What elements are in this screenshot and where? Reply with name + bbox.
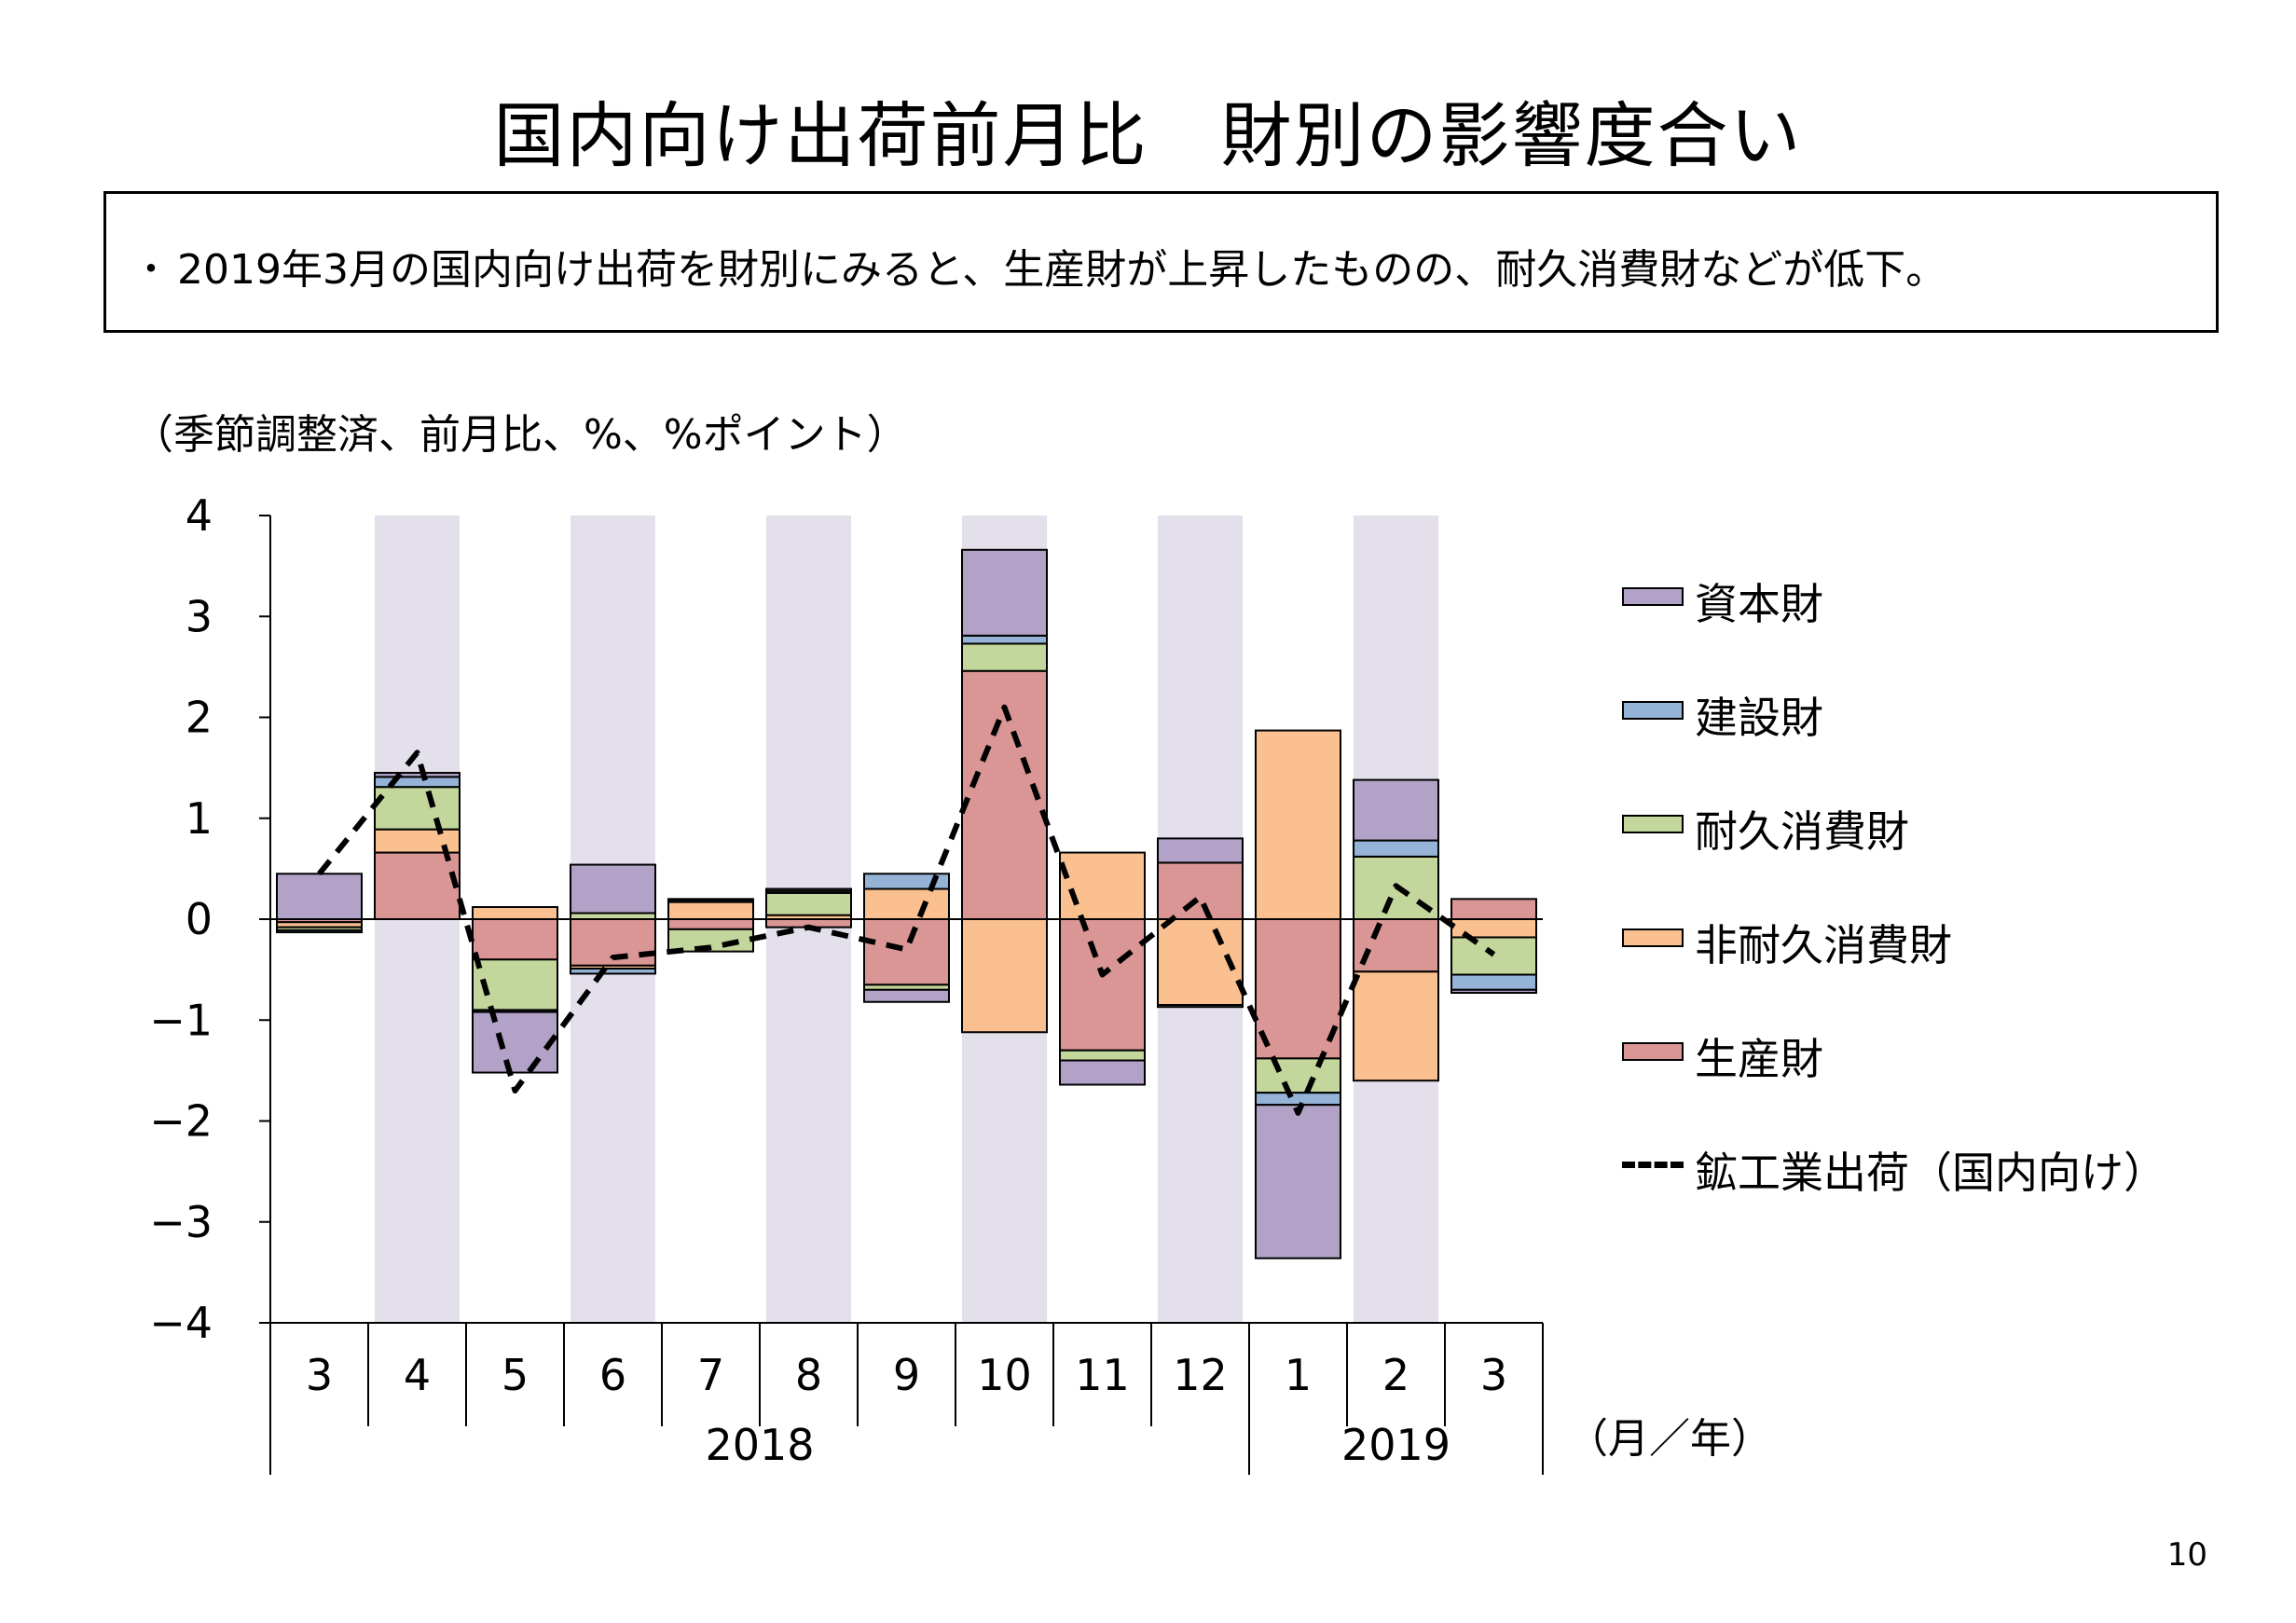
bar-segment — [1353, 970, 1439, 1082]
bar-segment — [1255, 729, 1341, 921]
bar-segment — [1353, 839, 1439, 858]
bar-segment — [765, 891, 852, 916]
x-tick-label: 9 — [893, 1350, 920, 1400]
legend-label-shipments-line: 鉱工業出荷（国内向け） — [1695, 1148, 2166, 1198]
bar-segment — [276, 928, 363, 934]
x-tick-label: 6 — [599, 1350, 626, 1400]
legend-swatch-producer-goods — [1622, 1042, 1684, 1061]
y-tick-label: 4 — [186, 490, 213, 541]
bar-segment — [472, 918, 558, 961]
bar-segment — [374, 786, 461, 831]
y-tick-label: 1 — [186, 793, 213, 844]
bar-segment — [472, 906, 558, 921]
legend-label-producer-goods: 生産財 — [1695, 1034, 1823, 1084]
bar-segment — [1059, 1049, 1146, 1062]
shipments-total-line — [317, 704, 1496, 1116]
legend-label-construction-goods: 建設財 — [1695, 693, 1823, 743]
summary-bullet: ・ — [132, 248, 170, 291]
slide-title: 国内向け出荷前月比 財別の影響度合い — [493, 94, 1803, 177]
x-tick-label: 10 — [977, 1350, 1032, 1400]
bar-segment — [1157, 837, 1244, 864]
y-tick-label: 0 — [186, 894, 213, 944]
bar-segment — [1255, 1104, 1341, 1259]
bar-segment — [667, 918, 754, 930]
bar-segment — [1059, 918, 1146, 1052]
bar-segment — [1255, 918, 1341, 1060]
bar-segment — [667, 898, 754, 901]
bar-segment — [570, 863, 656, 915]
legend-label-nondurable-consumer-goods: 非耐久消費財 — [1695, 920, 1952, 970]
bar-segment — [1255, 1057, 1341, 1094]
bar-segment — [961, 634, 1048, 645]
x-tick-label: 2 — [1382, 1350, 1409, 1400]
y-tick-label: −2 — [149, 1096, 213, 1147]
bar-segment — [1059, 851, 1146, 920]
legend-swatch-capital-goods — [1622, 587, 1684, 606]
legend-dash-shipments-line — [1622, 1162, 1684, 1168]
summary-box: ・ 2019年3月の国内向け出荷を財別にみると、生産財が上昇したものの、耐久消費… — [103, 191, 2219, 333]
bar-segment — [1157, 861, 1244, 921]
bar-segment — [863, 873, 950, 890]
bar-segment — [765, 887, 852, 892]
legend-item-durable-consumer-goods: 耐久消費財 — [1622, 796, 2228, 857]
bar-segment — [1157, 1004, 1244, 1009]
y-tick-label: 3 — [186, 591, 213, 641]
bar-segment — [570, 968, 656, 975]
legend-item-producer-goods: 生産財 — [1622, 1024, 2228, 1084]
summary-text: 2019年3月の国内向け出荷を財別にみると、生産財が上昇したものの、耐久消費財な… — [177, 246, 1947, 294]
bar-segment — [863, 887, 950, 921]
x-tick-label: 8 — [795, 1350, 822, 1400]
bar-segment — [863, 918, 950, 986]
bar-segment — [276, 873, 363, 920]
x-tick-label: 11 — [1075, 1350, 1130, 1400]
x-year-label: 2018 — [705, 1420, 814, 1470]
legend-swatch-nondurable-consumer-goods — [1622, 928, 1684, 947]
x-unit-label: （月／年） — [1567, 1415, 1772, 1463]
legend-item-capital-goods: 資本財 — [1622, 569, 2228, 629]
x-tick-label: 3 — [306, 1350, 333, 1400]
bar-segment — [961, 548, 1048, 637]
y-tick-label: −4 — [149, 1298, 213, 1348]
y-tick-label: −1 — [149, 995, 213, 1045]
bar-segment — [1353, 778, 1439, 842]
bar-segment — [1255, 1092, 1341, 1107]
bar-segment — [961, 918, 1048, 1034]
bar-segment — [1450, 973, 1537, 991]
y-tick-label: 2 — [186, 693, 213, 743]
x-tick-label: 12 — [1173, 1350, 1228, 1400]
bar-segment — [1450, 988, 1537, 995]
bar-segment — [667, 901, 754, 920]
x-tick-label: 7 — [697, 1350, 724, 1400]
legend-swatch-construction-goods — [1622, 701, 1684, 720]
bar-segment — [374, 772, 461, 778]
bar-segment — [1450, 936, 1537, 976]
units-note: （季節調整済、前月比、%、%ポイント） — [132, 411, 908, 459]
y-tick-label: −3 — [149, 1197, 213, 1247]
bar-segment — [1450, 898, 1537, 920]
legend-swatch-durable-consumer-goods — [1622, 815, 1684, 833]
bar-segment — [961, 642, 1048, 672]
bar-segment — [374, 851, 461, 920]
page-number: 10 — [2166, 1536, 2207, 1574]
legend-label-capital-goods: 資本財 — [1695, 579, 1823, 629]
legend-item-nondurable-consumer-goods: 非耐久消費財 — [1622, 910, 2228, 970]
legend-label-durable-consumer-goods: 耐久消費財 — [1695, 806, 1909, 857]
bar-segment — [1059, 1059, 1146, 1086]
x-year-label: 2019 — [1341, 1420, 1450, 1470]
x-tick-label: 3 — [1480, 1350, 1507, 1400]
bar-segment — [374, 776, 461, 789]
x-tick-label: 1 — [1285, 1350, 1312, 1400]
legend-item-shipments-line: 鉱工業出荷（国内向け） — [1622, 1137, 2228, 1198]
legend-item-construction-goods: 建設財 — [1622, 682, 2228, 743]
bar-segment — [863, 988, 950, 1003]
x-tick-label: 5 — [502, 1350, 529, 1400]
bar-segment — [472, 1011, 558, 1074]
x-tick-label: 4 — [404, 1350, 431, 1400]
bar-segment — [1353, 918, 1439, 973]
